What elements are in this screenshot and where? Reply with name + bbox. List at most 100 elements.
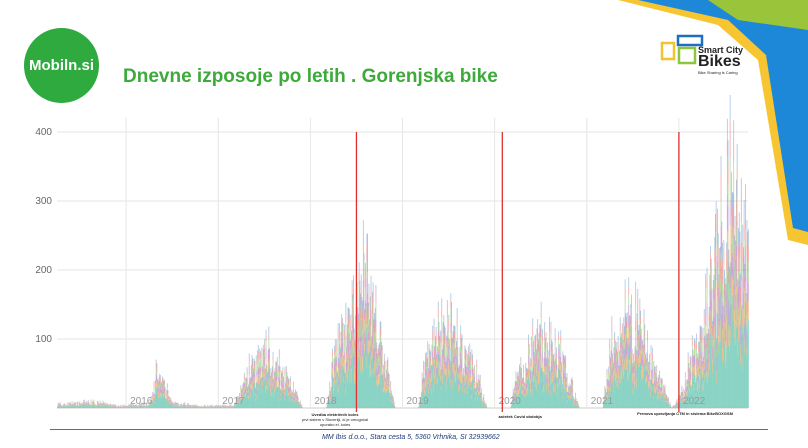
area-mark: [684, 394, 686, 397]
area-mark: [647, 365, 649, 370]
area-mark: [555, 368, 557, 377]
area-mark: [428, 354, 430, 363]
area-mark: [373, 349, 375, 369]
area-mark: [656, 365, 658, 369]
area-mark: [642, 367, 644, 378]
area-mark: [95, 406, 97, 408]
area-mark: [248, 384, 249, 387]
area-mark: [658, 385, 660, 393]
area-mark: [296, 399, 298, 408]
area-mark: [686, 381, 688, 385]
area-mark: [143, 405, 144, 407]
area-mark: [96, 403, 98, 405]
area-mark: [663, 398, 665, 408]
area-mark: [106, 406, 107, 408]
area-mark: [71, 404, 73, 408]
area-mark: [561, 391, 563, 396]
area-mark: [290, 393, 292, 396]
area-mark: [295, 391, 296, 394]
area-mark: [686, 384, 688, 387]
area-mark: [437, 378, 438, 386]
area-mark: [547, 360, 548, 368]
area-mark: [540, 343, 541, 357]
area-mark: [285, 383, 287, 388]
area-mark: [206, 405, 208, 407]
area-mark: [87, 405, 88, 406]
area-mark: [166, 390, 168, 395]
area-mark: [240, 393, 242, 396]
area-mark: [615, 352, 617, 358]
area-mark: [608, 390, 610, 396]
area-mark: [241, 394, 242, 398]
area-mark: [174, 402, 176, 404]
area-mark: [450, 332, 452, 349]
area-mark: [442, 370, 444, 408]
area-mark: [379, 329, 381, 338]
area-mark: [76, 402, 78, 403]
area-mark: [523, 364, 525, 368]
area-mark: [332, 368, 333, 376]
area-mark: [715, 227, 716, 248]
area-mark: [162, 396, 164, 408]
area-mark: [133, 406, 135, 407]
area-mark: [384, 369, 386, 377]
area-mark: [292, 399, 294, 401]
area-mark: [275, 386, 277, 408]
area-mark: [59, 402, 61, 403]
area-mark: [387, 379, 389, 385]
area-mark: [433, 345, 435, 360]
area-mark: [603, 403, 604, 405]
area-mark: [238, 398, 240, 401]
area-mark: [166, 394, 168, 398]
area-mark: [716, 383, 718, 408]
area-mark: [485, 405, 487, 407]
area-mark: [549, 390, 551, 397]
area-mark: [423, 390, 425, 395]
area-mark: [283, 379, 284, 382]
area-mark: [476, 386, 478, 408]
area-mark: [87, 403, 88, 405]
area-mark: [433, 372, 435, 408]
area-mark: [285, 377, 287, 384]
area-mark: [298, 405, 300, 408]
area-mark: [278, 378, 280, 408]
area-mark: [432, 371, 434, 380]
area-mark: [451, 337, 452, 348]
area-mark: [424, 371, 426, 378]
area-mark: [248, 366, 250, 375]
area-mark: [140, 405, 142, 407]
area-mark: [465, 348, 466, 353]
area-mark: [659, 383, 660, 391]
area-mark: [429, 355, 431, 361]
area-mark: [534, 374, 536, 408]
area-mark: [537, 384, 539, 408]
area-mark: [64, 405, 65, 406]
area-mark: [271, 366, 273, 370]
area-mark: [575, 396, 576, 399]
area-mark: [695, 389, 697, 394]
area-mark: [350, 319, 352, 331]
area-mark: [388, 374, 389, 377]
area-mark: [418, 403, 420, 405]
area-mark: [372, 348, 374, 408]
area-mark: [386, 369, 387, 373]
area-mark: [613, 360, 615, 372]
area-mark: [381, 375, 383, 408]
area-mark: [267, 374, 268, 378]
area-mark: [117, 406, 119, 408]
area-mark: [69, 405, 71, 406]
area-mark: [391, 395, 393, 397]
area-mark: [343, 367, 345, 377]
area-mark: [257, 384, 259, 408]
area-mark: [522, 380, 524, 384]
area-mark: [676, 403, 678, 408]
area-mark: [145, 405, 147, 408]
area-mark: [541, 368, 543, 373]
area-mark: [552, 353, 554, 359]
area-mark: [159, 374, 161, 378]
area-mark: [660, 380, 662, 384]
area-mark: [652, 391, 654, 396]
area-mark: [473, 375, 475, 378]
area-mark: [479, 377, 481, 381]
area-mark: [250, 384, 252, 388]
